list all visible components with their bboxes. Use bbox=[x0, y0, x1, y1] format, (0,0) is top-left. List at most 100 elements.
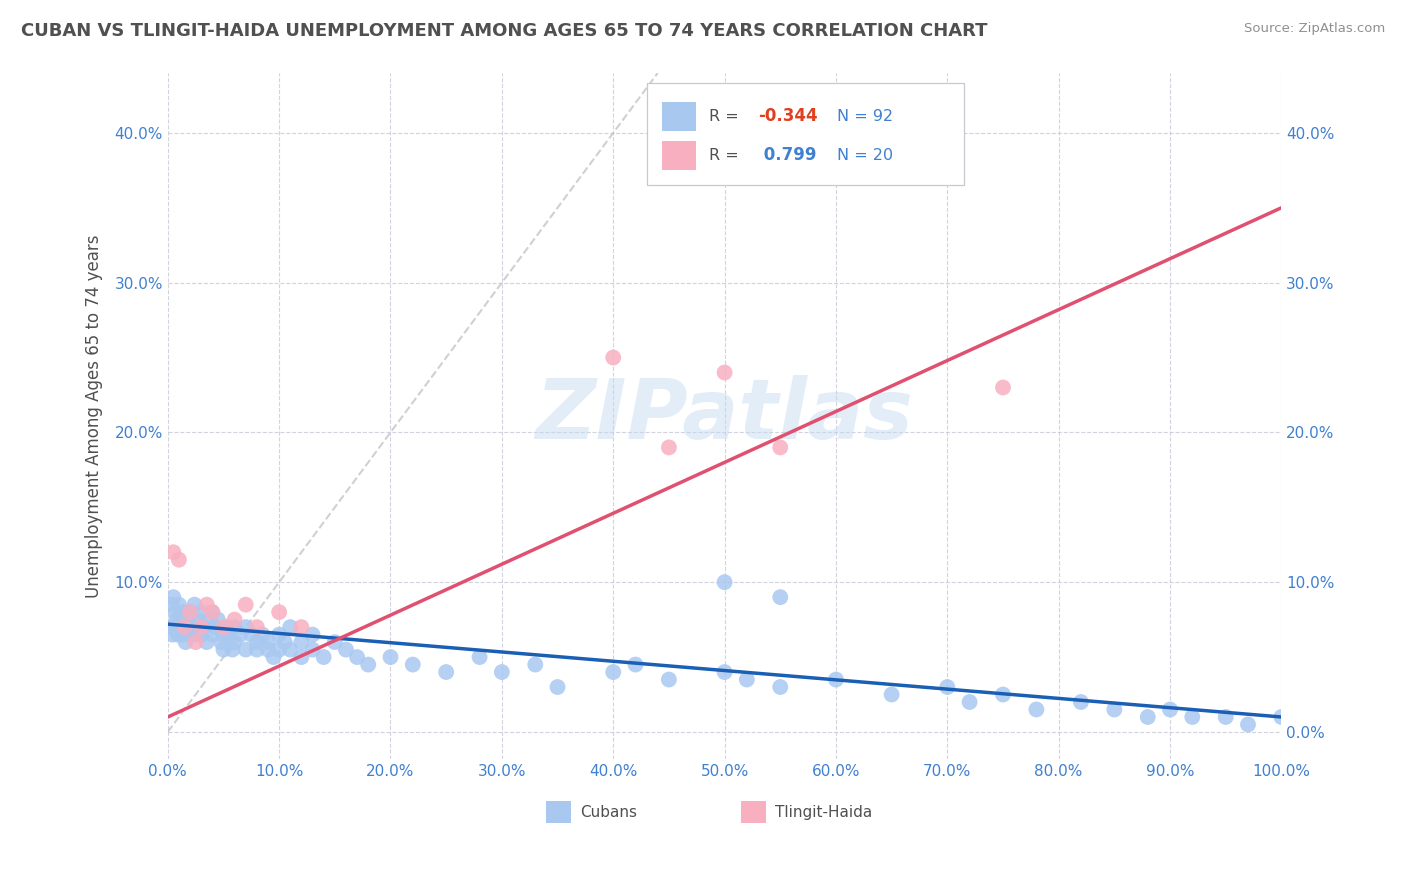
Point bbox=[209, 635, 232, 649]
Point bbox=[1237, 717, 1260, 731]
Point bbox=[825, 673, 848, 687]
Point bbox=[201, 627, 224, 641]
Point bbox=[1025, 702, 1047, 716]
Text: CUBAN VS TLINGIT-HAIDA UNEMPLOYMENT AMONG AGES 65 TO 74 YEARS CORRELATION CHART: CUBAN VS TLINGIT-HAIDA UNEMPLOYMENT AMON… bbox=[21, 22, 987, 40]
Bar bbox=[741, 801, 766, 823]
Point bbox=[380, 650, 402, 665]
Point bbox=[263, 650, 285, 665]
Point bbox=[880, 688, 903, 702]
Point bbox=[224, 620, 246, 634]
Point bbox=[278, 642, 301, 657]
Point bbox=[1270, 710, 1292, 724]
Point bbox=[156, 620, 179, 634]
Text: Cubans: Cubans bbox=[579, 805, 637, 820]
Point bbox=[163, 620, 186, 634]
Point bbox=[1136, 710, 1159, 724]
Point bbox=[468, 650, 491, 665]
Point bbox=[235, 642, 257, 657]
Text: R =: R = bbox=[709, 109, 744, 124]
Point bbox=[602, 665, 624, 679]
Point bbox=[301, 627, 323, 641]
Point bbox=[212, 627, 235, 641]
Point bbox=[179, 605, 201, 619]
Point bbox=[167, 620, 190, 634]
Point bbox=[357, 657, 380, 672]
Text: -0.344: -0.344 bbox=[758, 107, 818, 125]
Point bbox=[235, 620, 257, 634]
Point bbox=[1181, 710, 1204, 724]
Point bbox=[273, 635, 295, 649]
Point bbox=[269, 627, 291, 641]
Point bbox=[269, 605, 291, 619]
Bar bbox=[647, 83, 965, 185]
Point bbox=[229, 627, 252, 641]
Point bbox=[215, 620, 238, 634]
Point bbox=[179, 605, 201, 619]
Point bbox=[193, 620, 215, 634]
Point bbox=[769, 441, 792, 455]
Text: 0.799: 0.799 bbox=[758, 146, 817, 164]
Point bbox=[713, 366, 735, 380]
Point bbox=[167, 552, 190, 566]
Point bbox=[991, 688, 1014, 702]
Point bbox=[179, 627, 201, 641]
Point bbox=[713, 665, 735, 679]
Point bbox=[198, 613, 221, 627]
Point bbox=[166, 613, 188, 627]
Text: Source: ZipAtlas.com: Source: ZipAtlas.com bbox=[1244, 22, 1385, 36]
Point bbox=[195, 635, 218, 649]
Point bbox=[658, 673, 681, 687]
Point bbox=[936, 680, 959, 694]
Point bbox=[658, 441, 681, 455]
Bar bbox=[547, 801, 571, 823]
Point bbox=[959, 695, 981, 709]
Point bbox=[713, 575, 735, 590]
Point bbox=[769, 680, 792, 694]
Point bbox=[201, 605, 224, 619]
Point bbox=[290, 650, 312, 665]
Text: N = 92: N = 92 bbox=[837, 109, 893, 124]
Point bbox=[246, 620, 269, 634]
Point bbox=[290, 635, 312, 649]
Point bbox=[170, 613, 193, 627]
Point bbox=[524, 657, 547, 672]
Bar bbox=[662, 141, 696, 169]
Point bbox=[173, 620, 195, 634]
Point bbox=[1104, 702, 1126, 716]
Point bbox=[177, 613, 200, 627]
Point bbox=[257, 642, 280, 657]
Point bbox=[162, 545, 184, 559]
Point bbox=[190, 605, 212, 619]
Point bbox=[160, 627, 183, 641]
Point bbox=[402, 657, 425, 672]
Point bbox=[224, 635, 246, 649]
Point bbox=[184, 635, 207, 649]
Point bbox=[769, 590, 792, 604]
Point bbox=[195, 598, 218, 612]
Point bbox=[323, 635, 346, 649]
Point bbox=[184, 627, 207, 641]
Point bbox=[187, 613, 209, 627]
Point bbox=[172, 605, 194, 619]
Bar bbox=[662, 102, 696, 130]
Text: Tlingit-Haida: Tlingit-Haida bbox=[775, 805, 872, 820]
Point bbox=[212, 642, 235, 657]
Point bbox=[162, 590, 184, 604]
Point bbox=[201, 605, 224, 619]
Point bbox=[212, 620, 235, 634]
Point bbox=[204, 620, 226, 634]
Point bbox=[246, 635, 269, 649]
Point bbox=[207, 613, 229, 627]
Point bbox=[624, 657, 647, 672]
Point bbox=[991, 380, 1014, 394]
Point bbox=[165, 605, 187, 619]
Point bbox=[221, 642, 243, 657]
Point bbox=[335, 642, 357, 657]
Point bbox=[269, 642, 291, 657]
Point bbox=[167, 598, 190, 612]
Point bbox=[190, 620, 212, 634]
Point bbox=[166, 627, 188, 641]
Point bbox=[257, 635, 280, 649]
Point bbox=[174, 635, 197, 649]
Point bbox=[278, 620, 301, 634]
